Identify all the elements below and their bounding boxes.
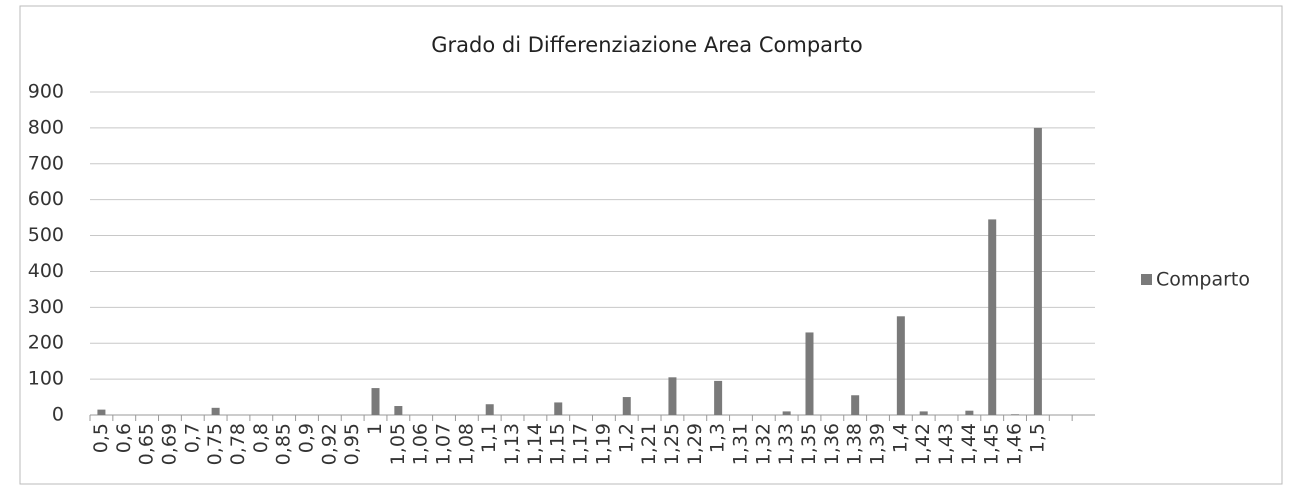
x-tick-label: 1,14	[524, 423, 546, 465]
x-tick-label: 0,8	[250, 423, 272, 453]
x-tick-label: 1,25	[661, 423, 683, 465]
x-tick-label: 1,4	[889, 423, 911, 453]
x-tick-label: 0,85	[273, 423, 295, 465]
x-tick-label: 1,19	[592, 423, 614, 465]
x-tick-label: 0,92	[318, 423, 340, 465]
y-tick-label: 700	[28, 152, 64, 174]
x-tick-label: 1,06	[410, 423, 432, 465]
x-tick-label: 1,42	[912, 423, 934, 465]
x-tick-label: 1,1	[478, 423, 500, 453]
x-tick-label: 1,45	[981, 423, 1003, 465]
x-tick-label: 1,32	[752, 423, 774, 465]
x-tick-label: 1,2	[615, 423, 637, 453]
bar	[805, 332, 814, 415]
x-tick-label: 1,05	[387, 423, 409, 465]
x-tick-label: 0,5	[90, 423, 112, 453]
x-tick-label: 1,44	[958, 423, 980, 465]
x-tick-label: 1,38	[844, 423, 866, 465]
bar	[988, 219, 997, 415]
x-tick-label: 1,35	[798, 423, 820, 465]
bar	[394, 406, 403, 415]
x-tick-label: 1,08	[455, 423, 477, 465]
bar	[782, 411, 791, 415]
bar	[211, 407, 220, 415]
x-tick-label: 1,33	[775, 423, 797, 465]
bar	[1011, 414, 1020, 415]
y-tick-label: 600	[28, 188, 64, 210]
x-tick-label: 0,95	[341, 423, 363, 465]
bar	[851, 395, 860, 415]
y-tick-label: 800	[28, 116, 64, 138]
bar	[714, 380, 723, 415]
bar	[371, 388, 380, 415]
x-tick-label: 1,13	[501, 423, 523, 465]
x-tick-label: 0,6	[113, 423, 135, 453]
x-tick-label: 0,9	[295, 423, 317, 453]
x-tick-label: 1,21	[638, 423, 660, 465]
x-tick-label: 1,15	[547, 423, 569, 465]
bar	[896, 316, 905, 415]
x-tick-label: 0,69	[158, 423, 180, 465]
chart-frame	[19, 5, 1283, 485]
x-tick-label: 1	[364, 423, 386, 435]
x-tick-label: 1,07	[433, 423, 455, 465]
y-tick-label: 100	[28, 368, 64, 390]
bar	[1033, 127, 1042, 415]
y-tick-label: 200	[28, 332, 64, 354]
chart-title: Grado di Differenziazione Area Comparto	[431, 33, 862, 57]
bar	[622, 397, 631, 415]
x-tick-label: 1,36	[821, 423, 843, 465]
x-tick-label: 1,31	[729, 423, 751, 465]
x-tick-label: 1,46	[1004, 423, 1026, 465]
x-tick-label: 1,29	[684, 423, 706, 465]
x-tick-label: 0,65	[136, 423, 158, 465]
x-tick-label: 1,5	[1026, 423, 1048, 453]
y-tick-label: 400	[28, 260, 64, 282]
x-tick-label: 1,43	[935, 423, 957, 465]
legend-swatch	[1141, 274, 1152, 285]
bar	[965, 410, 974, 415]
bar	[919, 411, 928, 415]
bar	[97, 409, 106, 415]
x-tick-label: 1,39	[867, 423, 889, 465]
x-tick-label: 0,78	[227, 423, 249, 465]
y-tick-label: 0	[52, 404, 64, 426]
x-tick-label: 1,3	[707, 423, 729, 453]
bar	[485, 404, 494, 415]
bar	[554, 402, 563, 415]
x-tick-label: 0,7	[181, 423, 203, 453]
bar	[668, 377, 677, 415]
legend-label: Comparto	[1156, 269, 1250, 291]
y-tick-label: 500	[28, 224, 64, 246]
x-tick-label: 0,75	[204, 423, 226, 465]
y-tick-label: 300	[28, 296, 64, 318]
x-tick-label: 1,17	[570, 423, 592, 465]
y-tick-label: 900	[28, 81, 64, 103]
